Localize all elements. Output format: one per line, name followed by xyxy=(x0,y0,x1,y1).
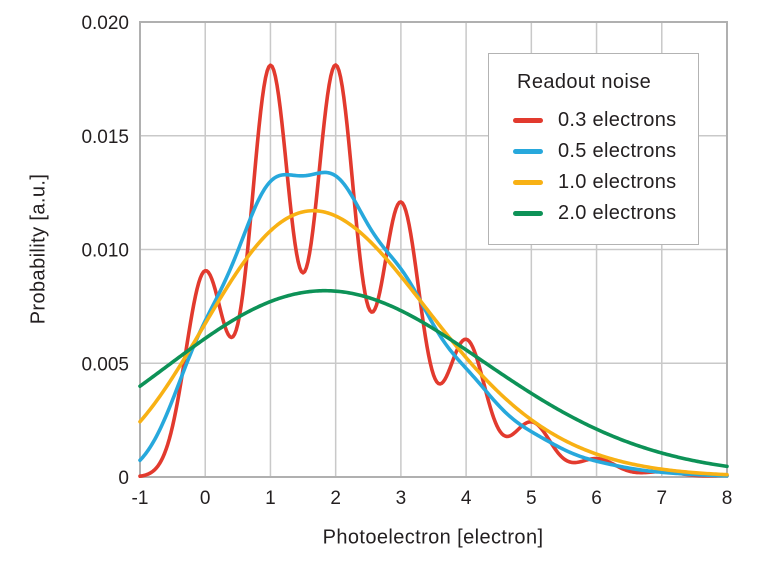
legend-swatch-orange xyxy=(513,180,543,185)
legend-label: 2.0 electrons xyxy=(558,202,677,224)
curve-0.5-electrons xyxy=(138,170,729,478)
y-tick-label: 0.010 xyxy=(81,241,129,262)
x-tick-label: 2 xyxy=(330,488,341,509)
x-tick-label: -1 xyxy=(132,488,149,509)
legend-item: 0.3 electrons xyxy=(513,105,698,136)
legend-item: 1.0 electrons xyxy=(513,167,698,198)
x-axis-title: Photoelectron [electron] xyxy=(322,526,544,549)
legend-swatch-red xyxy=(513,118,543,123)
x-tick-label: 3 xyxy=(396,488,407,509)
legend-item: 2.0 electrons xyxy=(513,198,698,229)
x-tick-label: 0 xyxy=(200,488,211,509)
y-tick-label: 0.015 xyxy=(81,127,129,148)
x-tick-label: 8 xyxy=(722,488,733,509)
x-tick-label: 7 xyxy=(656,488,667,509)
y-tick-label: 0.005 xyxy=(81,354,129,375)
y-axis-title: Probability [a.u.] xyxy=(27,173,50,325)
curve-2.0-electrons xyxy=(138,288,729,469)
legend-title: Readout noise xyxy=(517,71,652,93)
y-tick-label: 0 xyxy=(118,468,129,489)
x-tick-label: 6 xyxy=(591,488,602,509)
plot-frame xyxy=(139,21,728,478)
legend: Readout noise 0.3 electrons 0.5 electron… xyxy=(488,53,699,245)
curves-layer xyxy=(138,63,729,479)
legend-label: 0.3 electrons xyxy=(558,109,677,131)
legend-label: 0.5 electrons xyxy=(558,140,677,162)
x-tick-label: 5 xyxy=(526,488,537,509)
curve-0.3-electrons xyxy=(138,63,729,479)
legend-label: 1.0 electrons xyxy=(558,171,677,193)
legend-swatch-blue xyxy=(513,149,543,154)
y-tick-label: 0.020 xyxy=(81,13,129,34)
curve-1.0-electrons xyxy=(138,208,729,477)
axes-frame xyxy=(139,21,728,478)
legend-item: 0.5 electrons xyxy=(513,136,698,167)
x-tick-label: 1 xyxy=(265,488,276,509)
x-tick-label: 4 xyxy=(461,488,472,509)
legend-swatch-green xyxy=(513,211,543,216)
